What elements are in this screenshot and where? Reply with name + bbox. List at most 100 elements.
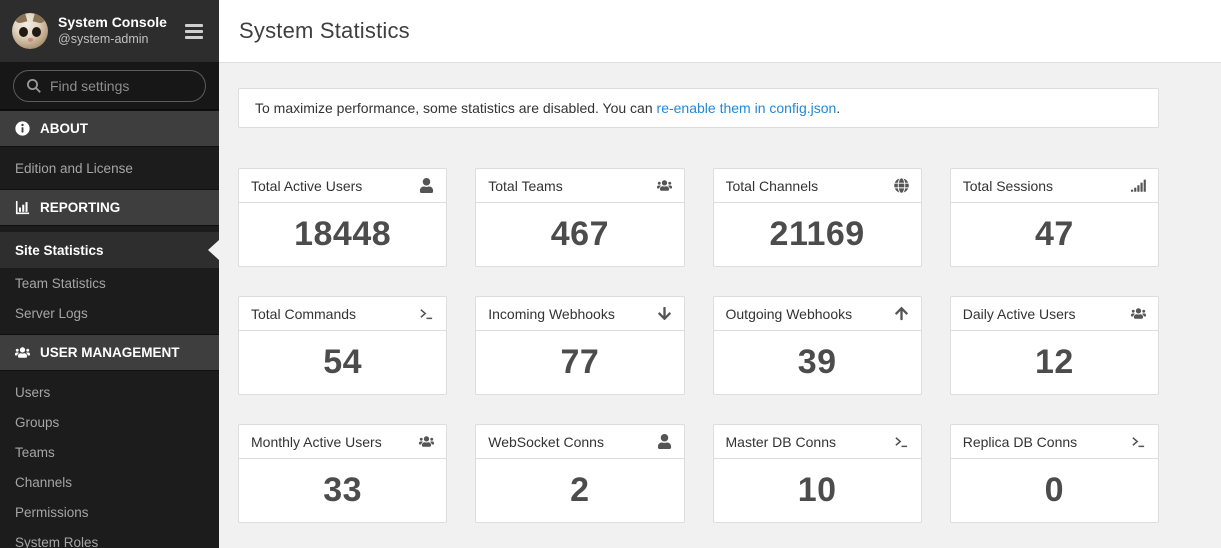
sidebar-nav: ABOUT Edition and License REPORTING Site St… [0,110,219,548]
sidebar-item-teams[interactable]: Teams [0,437,219,467]
stat-card-incoming-webhooks: Incoming Webhooks 77 [475,296,685,395]
users-icon [1131,306,1146,321]
stat-label: Total Channels [725,177,819,194]
sidebar-item-label: Users [15,384,51,400]
stat-value: 2 [570,471,590,509]
main-area: System Statistics To maximize performanc… [219,0,1221,548]
stat-label: Total Sessions [962,177,1054,194]
stat-card-total-commands: Total Commands 54 [238,296,448,395]
users-icon [15,345,30,360]
terminal-icon [894,434,909,449]
stat-card-header: Daily Active Users [950,297,1158,331]
arrow-down-icon [657,306,672,321]
stat-card-total-teams: Total Teams 467 [475,168,685,267]
users-icon [656,178,672,193]
stat-card-header: Replica DB Conns [950,425,1158,459]
sidebar-item-label: Channels [15,474,73,490]
sidebar-item-label: Groups [15,414,60,430]
stat-label: Total Teams [488,177,563,194]
sidebar-item-users[interactable]: Users [0,377,219,407]
user-icon [657,434,672,449]
stat-value: 18448 [294,215,392,253]
stat-card-monthly-active-users: Monthly Active Users 33 [238,424,448,523]
avatar-decoration [27,38,33,42]
stat-value: 33 [323,471,363,509]
sidebar-item-system-roles[interactable]: System Roles [0,527,219,548]
sidebar-item-channels[interactable]: Channels [0,467,219,497]
stat-value: 12 [1034,343,1074,381]
stat-value: 10 [797,471,837,509]
sidebar-item-site-statistics[interactable]: Site Statistics [0,232,219,268]
avatar[interactable] [12,13,48,49]
stat-card-master-db-conns: Master DB Conns 10 [712,424,922,523]
users-icon [419,434,435,449]
config-json-link[interactable]: re-enable them in config.json [656,100,837,116]
stat-card-header: Incoming Webhooks [476,297,684,331]
section-items: Site Statistics Team Statistics Server Log… [0,226,219,334]
hamburger-menu-icon[interactable] [183,20,205,43]
sidebar-item-team-statistics[interactable]: Team Statistics [0,268,219,298]
section-label: ABOUT [40,121,88,136]
sidebar-item-label: Permissions [15,504,89,520]
sidebar-item-label: System Roles [15,534,99,548]
terminal-icon [419,306,434,321]
globe-icon [893,178,909,193]
search-band [0,62,219,110]
stat-card-replica-db-conns: Replica DB Conns 0 [949,424,1159,523]
user-icon [419,178,434,193]
stat-value: 21169 [769,215,865,253]
console-identity: System Console @system-admin [58,14,173,47]
section-label: USER MANAGEMENT [40,345,180,360]
stat-label: Incoming Webhooks [488,305,615,322]
sidebar-item-permissions[interactable]: Permissions [0,497,219,527]
stat-card-daily-active-users: Daily Active Users 12 [949,296,1159,395]
stat-card-outgoing-webhooks: Outgoing Webhooks 39 [712,296,922,395]
section-header-user-management: USER MANAGEMENT [0,334,219,371]
stat-card-header: Total Teams [476,169,684,203]
sidebar-item-groups[interactable]: Groups [0,407,219,437]
sidebar-item-label: Server Logs [15,305,88,321]
bar-chart-icon [15,200,30,215]
stat-value: 77 [560,343,600,381]
stat-value: 39 [797,343,837,381]
sidebar-item-label: Edition and License [15,160,133,176]
banner-text: To maximize performance, some statistics… [255,100,657,116]
stat-value: 0 [1044,471,1065,509]
stat-card-websocket-conns: WebSocket Conns 2 [475,424,685,523]
content-body: To maximize performance, some statistics… [219,63,1221,523]
stat-label: Total Active Users [251,177,363,194]
sidebar-item-label: Site Statistics [15,242,104,258]
info-icon [15,121,30,136]
stat-value: 467 [550,215,609,253]
stat-card-header: Total Sessions [950,169,1158,203]
stat-card-header: Monthly Active Users [239,425,447,459]
terminal-icon [1131,434,1146,449]
signal-icon [1131,178,1146,193]
search-input[interactable] [13,70,206,102]
sidebar: System Console @system-admin ABOUT Editio… [0,0,219,548]
avatar-decoration [32,13,48,25]
stat-label: Outgoing Webhooks [725,305,853,322]
avatar-decoration [12,13,28,25]
stat-card-total-channels: Total Channels 21169 [712,168,922,267]
avatar-decoration [19,27,28,37]
sidebar-item-label: Teams [15,444,55,460]
content-header: System Statistics [219,0,1221,63]
stat-card-header: WebSocket Conns [476,425,684,459]
section-header-about: ABOUT [0,110,219,147]
section-items: Users Groups Teams Channels Permissions Syste… [0,371,219,548]
sidebar-header: System Console @system-admin [0,0,219,62]
sidebar-item-server-logs[interactable]: Server Logs [0,298,219,328]
stat-label: Monthly Active Users [251,433,382,450]
stat-card-header: Master DB Conns [713,425,921,459]
stat-label: Daily Active Users [962,305,1076,322]
stat-value: 54 [323,343,363,381]
sidebar-item-edition-and-license[interactable]: Edition and License [0,153,219,183]
active-item-arrow [208,240,219,260]
stat-label: Replica DB Conns [962,433,1078,450]
page-title: System Statistics [239,18,410,43]
stat-card-header: Outgoing Webhooks [713,297,921,331]
stat-label: Master DB Conns [725,433,836,450]
banner-text-end: . [836,100,841,116]
